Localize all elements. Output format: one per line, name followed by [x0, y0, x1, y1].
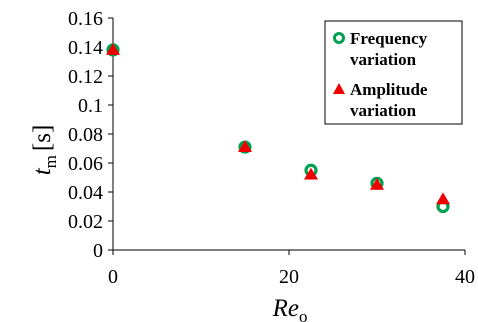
x-axis-label-sub: o: [299, 307, 308, 322]
data-marks: [106, 43, 450, 214]
y-tick-label: 0.1: [78, 95, 103, 117]
series-1: [106, 43, 450, 205]
data-point-triangle: [436, 192, 450, 205]
legend-label-frequency-line2: variation: [350, 50, 417, 69]
x-tick-labels: 0 20 40: [108, 266, 475, 288]
x-tick-label: 0: [108, 266, 118, 288]
data-point-triangle: [370, 177, 384, 190]
x-axis-label-main: Re: [272, 295, 299, 322]
legend-item-frequency: Frequency variation: [333, 29, 428, 69]
y-tick-label: 0.12: [68, 66, 103, 88]
data-point-triangle: [106, 43, 120, 55]
y-axis-label-main: t: [29, 167, 56, 175]
x-tick-label: 40: [455, 266, 475, 288]
y-tick-label: 0.04: [68, 182, 103, 204]
legend: Frequency variation Amplitude variation: [324, 20, 463, 125]
x-tick-label: 20: [279, 266, 299, 288]
y-axis-label-sub: m: [41, 155, 60, 168]
y-tick-label: 0.16: [68, 8, 103, 30]
data-point-triangle: [304, 167, 318, 180]
legend-marker-triangle: [333, 83, 345, 94]
legend-label-amplitude-line1: Amplitude: [350, 80, 428, 99]
y-tick-label: 0: [93, 240, 103, 262]
y-tick-label: 0.08: [68, 124, 103, 146]
legend-item-amplitude: Amplitude variation: [333, 80, 428, 120]
y-axis-label: tm [s]: [29, 125, 60, 176]
legend-label-amplitude-line2: variation: [350, 101, 417, 120]
legend-box: [324, 20, 463, 125]
legend-label-frequency-line1: Frequency: [350, 29, 428, 48]
y-axis-label-unit: [s]: [29, 125, 56, 151]
y-tick-label: 0.14: [68, 37, 103, 59]
y-tick-label: 0.02: [68, 211, 103, 233]
y-tick-labels: 0 0.02 0.04 0.06 0.08 0.1 0.12 0.14 0.16: [68, 8, 103, 262]
y-tick-label: 0.06: [68, 153, 103, 175]
plot-axes: [108, 17, 466, 255]
data-point-triangle: [238, 140, 252, 152]
legend-marker-open-circle: [333, 32, 345, 44]
x-axis-label: Reo: [272, 295, 308, 322]
